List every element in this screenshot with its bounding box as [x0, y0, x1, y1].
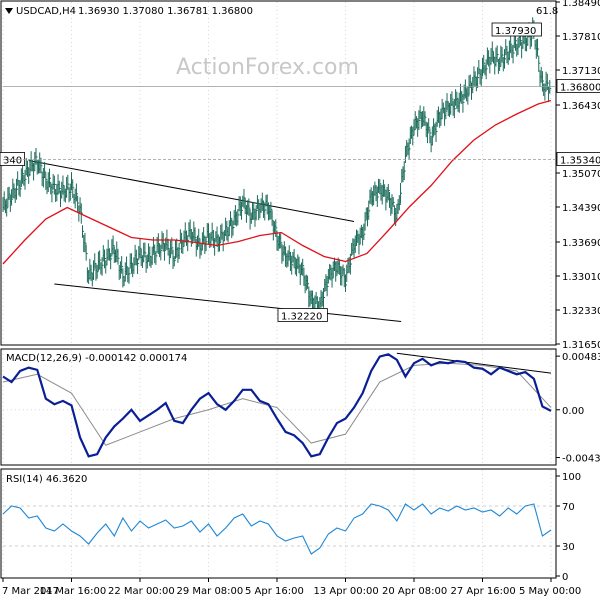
x-tick-label: 29 Mar 08:00	[177, 586, 244, 597]
y-tick-label: 100	[562, 472, 581, 483]
y-tick-label: 0	[562, 572, 568, 583]
x-tick-label: 22 Mar 00:00	[108, 586, 175, 597]
y-tick-label: 1.35070	[562, 169, 600, 180]
y-tick-label: 1.37810	[562, 32, 600, 43]
x-tick-label: 20 Apr 08:00	[382, 586, 447, 597]
x-tick-label: 5 Apr 16:00	[245, 586, 304, 597]
y-tick-label: 70	[562, 502, 575, 513]
macd-title: MACD(12,26,9) -0.000142 0.000174	[6, 353, 187, 364]
x-tick-label: 14 Mar 16:00	[40, 586, 107, 597]
y-tick-label: 0.004836	[562, 352, 600, 363]
annotation-label: 1.35340	[560, 156, 600, 167]
watermark: ActionForex.com	[176, 55, 359, 80]
symbol-label: USDCAD,H4	[16, 6, 76, 17]
y-tick-label: 1.38490	[562, 0, 600, 9]
y-tick-label: 1.31650	[562, 340, 600, 351]
y-tick-label: 1.36430	[562, 101, 600, 112]
y-tick-label: 1.34390	[562, 203, 600, 214]
y-tick-label: 1.37130	[562, 66, 600, 77]
annotation-label: 340	[3, 156, 22, 167]
y-tick-label: 1.33010	[562, 272, 600, 283]
annotation-label: 1.36800	[560, 83, 600, 94]
x-tick-label: 27 Apr 16:00	[451, 586, 516, 597]
ohlc-readout: 1.36930 1.37080 1.36781 1.36800	[78, 6, 253, 17]
y-tick-label: 1.32330	[562, 306, 600, 317]
annotation-label: 1.37930	[495, 26, 536, 37]
y-tick-label: 1.33690	[562, 238, 600, 249]
x-tick-label: 13 Apr 00:00	[314, 586, 379, 597]
y-tick-label: 0.00	[562, 406, 584, 417]
rsi-title: RSI(14) 46.3620	[6, 474, 87, 485]
fib-level-label: 61.8	[536, 6, 558, 17]
y-tick-label: 30	[562, 542, 575, 553]
y-tick-label: -0.004307	[562, 454, 600, 465]
annotation-label: 1.32220	[281, 312, 322, 323]
x-tick-label: 5 May 00:00	[519, 586, 581, 597]
